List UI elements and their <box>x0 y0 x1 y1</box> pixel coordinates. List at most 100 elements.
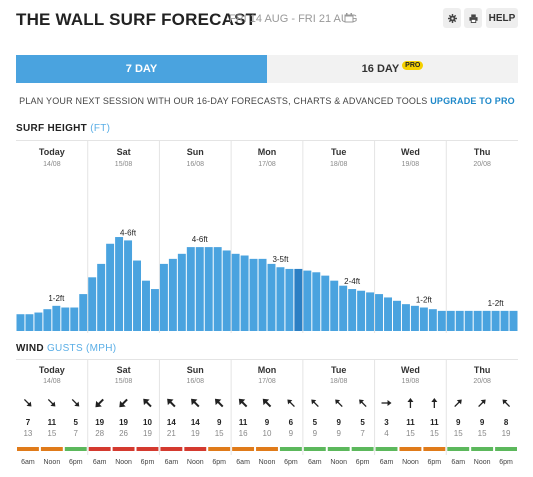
surf-bar <box>249 258 258 331</box>
wind-table: Today 14/08 Sat 15/08 Sun 16/08 Mon 17/08 Tue 18/… <box>16 359 518 471</box>
surf-bar <box>375 294 384 331</box>
surf-bar <box>330 280 339 331</box>
wind-rating-bar <box>184 447 207 451</box>
surf-bar <box>294 268 303 331</box>
wind-day-date: 18/08 <box>330 378 348 385</box>
wind-speed: 11 <box>48 418 57 427</box>
print-icon <box>468 13 478 23</box>
day-name: Tue <box>331 147 346 157</box>
wind-speed: 5 <box>360 418 365 427</box>
wind-unit: GUSTS (MPH) <box>46 343 117 354</box>
wind-rating-bar <box>351 447 374 451</box>
surf-bar <box>25 314 34 331</box>
wind-rating-bar <box>136 447 159 451</box>
wind-day-name: Tue <box>331 365 346 375</box>
wind-speed: 6 <box>289 418 294 427</box>
wind-rating-bar <box>495 447 517 451</box>
wind-arrow-icon <box>71 399 80 407</box>
wind-gust: 28 <box>95 429 104 438</box>
surf-bar <box>150 289 159 331</box>
wind-gust: 7 <box>360 429 365 438</box>
upgrade-link[interactable]: UPGRADE TO PRO <box>430 96 515 106</box>
surf-height-unit: (FT) <box>90 123 111 134</box>
wind-arrow-icon <box>214 398 224 408</box>
tab-7-day-label: 7 DAY <box>125 63 158 75</box>
wind-speed: 3 <box>384 418 389 427</box>
tab-7-day[interactable]: 7 DAY <box>16 55 267 83</box>
tab-16-day-label: 16 DAY <box>361 63 400 75</box>
wind-time: 6pm <box>499 459 513 466</box>
wind-arrow-head <box>359 399 365 405</box>
surf-bar <box>16 314 25 331</box>
wind-speed: 10 <box>143 418 152 427</box>
wind-day-date: 17/08 <box>258 378 276 385</box>
wind-arrow-head <box>95 400 102 408</box>
surf-bar <box>240 255 249 331</box>
surf-bar <box>34 312 43 331</box>
print-button[interactable] <box>464 8 482 28</box>
day-date: 16/08 <box>187 161 205 168</box>
wind-gust: 4 <box>384 429 389 438</box>
wind-rating-bar <box>303 447 326 451</box>
surf-bar <box>106 243 115 331</box>
wind-arrow-head <box>167 398 174 406</box>
wind-arrow-icon <box>119 398 128 408</box>
surf-bar <box>500 310 509 331</box>
settings-button[interactable] <box>443 8 461 28</box>
day-name: Sat <box>117 147 131 157</box>
date-range[interactable]: FRI 14 AUG - FRI 21 AUG <box>229 13 358 25</box>
wind-gust: 16 <box>239 429 248 438</box>
wind-arrow-head <box>262 398 270 406</box>
surf-bar <box>455 310 464 331</box>
day-date: 17/08 <box>258 161 276 168</box>
tab-16-day[interactable]: 16 DAY PRO <box>267 55 518 83</box>
surf-bar <box>491 310 500 331</box>
wind-arrow-icon <box>95 398 104 408</box>
wind-gust: 9 <box>313 429 318 438</box>
wind-speed: 7 <box>26 418 31 427</box>
surf-bar <box>285 268 294 331</box>
wind-speed: 11 <box>406 418 415 427</box>
wind-day-date: 19/08 <box>402 378 420 385</box>
wind-arrow-icon <box>191 398 200 408</box>
surf-bar <box>303 270 312 331</box>
wind-speed: 9 <box>480 418 485 427</box>
wind-day-name: Mon <box>258 365 277 375</box>
wind-arrow-icon <box>359 399 367 407</box>
surf-bar <box>204 247 213 331</box>
surf-bar <box>276 267 285 331</box>
wind-gust: 15 <box>478 429 487 438</box>
wind-arrow-icon <box>502 399 511 407</box>
forecast-tabs: 7 DAY 16 DAY PRO <box>16 55 518 83</box>
wind-gust: 13 <box>23 429 32 438</box>
surf-bar <box>222 250 231 331</box>
calendar-icon[interactable] <box>344 13 354 23</box>
wind-speed: 14 <box>191 418 200 427</box>
wind-rating-bar <box>232 447 255 451</box>
wind-time: Noon <box>330 459 347 466</box>
surf-bar <box>195 247 204 331</box>
surf-height-label: SURF HEIGHT <box>16 123 88 134</box>
wind-arrow-head <box>502 399 508 405</box>
surf-bar <box>258 258 267 331</box>
surf-bar <box>401 304 410 331</box>
wind-arrow-icon <box>287 399 295 407</box>
wind-arrow-head <box>480 399 486 405</box>
wind-time: 6pm <box>212 459 226 466</box>
surf-bar <box>213 247 222 331</box>
header: THE WALL SURF FORECAST FRI 14 AUG - FRI … <box>16 8 518 30</box>
wind-time: 6am <box>451 459 465 466</box>
wind-gust: 15 <box>430 429 439 438</box>
wind-gust: 21 <box>167 429 176 438</box>
promo-text: PLAN YOUR NEXT SESSION WITH OUR 16-DAY F… <box>19 96 431 106</box>
wind-table-svg: Today 14/08 Sat 15/08 Sun 16/08 Mon 17/08 Tue 18/… <box>16 359 518 466</box>
wind-arrow-head <box>335 399 341 405</box>
wind-time: 6pm <box>284 459 298 466</box>
surf-bar <box>312 272 321 331</box>
help-button[interactable]: HELP <box>486 8 518 28</box>
wind-rating-bar <box>208 447 231 451</box>
wind-time: 6pm <box>141 459 155 466</box>
wind-rating-bar <box>17 447 39 451</box>
surf-bar <box>88 277 97 331</box>
wind-arrow-icon <box>23 399 32 407</box>
